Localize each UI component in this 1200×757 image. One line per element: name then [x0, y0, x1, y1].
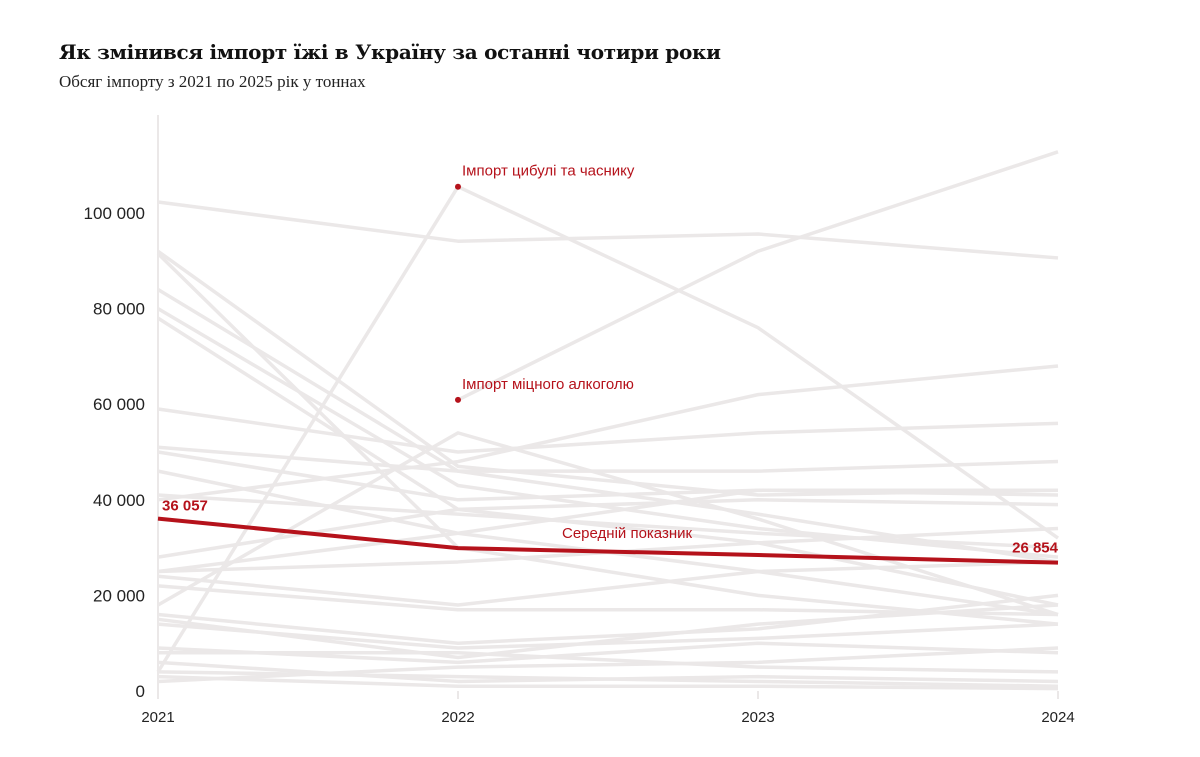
series-line: [157, 450, 1058, 502]
series-line: [157, 316, 1059, 607]
series-line: [157, 407, 1059, 454]
y-tick-label: 20 000: [93, 586, 145, 605]
average-label: Середній показник: [562, 525, 693, 542]
series-line: [157, 307, 1059, 559]
series-line: [157, 488, 1059, 574]
annotation-dot: [455, 183, 461, 190]
series-line: [157, 646, 1059, 684]
average-end-label: 26 854: [1012, 540, 1059, 557]
chart-subtitle: Обсяг імпорту з 2021 по 2025 рік у тонна…: [59, 72, 366, 91]
chart-title: Як змінився імпорт їжі в Україну за оста…: [59, 40, 721, 64]
series-line: [157, 364, 1059, 502]
annotation-dot: [455, 396, 461, 403]
average-line: [157, 516, 1059, 565]
series-line: [157, 603, 1059, 660]
y-tick-label: 80 000: [93, 300, 145, 319]
annotation-label: Імпорт міцного алкоголю: [462, 376, 634, 393]
series-line: [156, 252, 1059, 626]
y-tick-label: 60 000: [93, 395, 145, 414]
series-line: [157, 493, 1059, 550]
series-line: [157, 674, 1059, 691]
series-line: [157, 445, 1059, 473]
series-line: [157, 641, 1059, 665]
annotation-label: Імпорт цибулі та часнику: [462, 163, 635, 180]
y-tick-label: 100 000: [84, 204, 145, 223]
series-line: [157, 431, 1059, 617]
x-tick-label: 2022: [441, 709, 474, 726]
series-line: [157, 622, 1059, 650]
series-line: [157, 287, 1059, 564]
x-tick-label: 2023: [741, 709, 774, 726]
y-tick-label: 0: [136, 682, 145, 701]
series-line: [157, 200, 1059, 260]
series-line: [158, 651, 1059, 674]
series-line: [457, 150, 1059, 402]
average-start-label: 36 057: [162, 498, 208, 515]
x-tick-label: 2021: [141, 709, 174, 726]
y-tick-label: 40 000: [93, 491, 145, 510]
series-line: [157, 593, 1059, 645]
x-tick-label: 2024: [1041, 709, 1074, 726]
